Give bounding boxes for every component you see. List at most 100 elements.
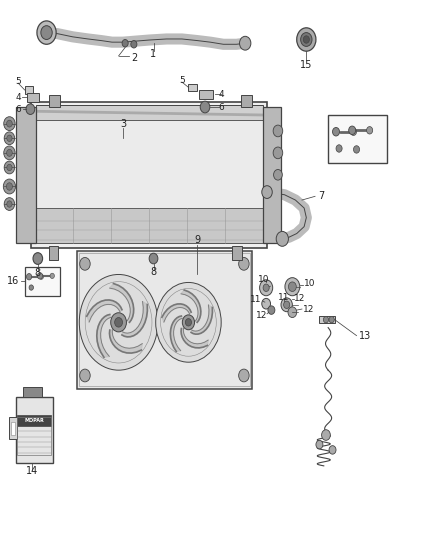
Circle shape	[274, 169, 283, 180]
Circle shape	[285, 278, 300, 296]
Circle shape	[262, 185, 272, 198]
Text: 4: 4	[219, 90, 224, 99]
Circle shape	[332, 127, 339, 136]
Circle shape	[4, 132, 14, 144]
Text: 10: 10	[258, 274, 270, 284]
Circle shape	[37, 273, 42, 279]
Circle shape	[26, 273, 32, 280]
Circle shape	[329, 317, 334, 323]
Polygon shape	[87, 300, 122, 322]
Bar	[35, 106, 263, 120]
Circle shape	[268, 306, 275, 314]
Bar	[319, 316, 335, 324]
Circle shape	[80, 369, 90, 382]
Circle shape	[239, 257, 249, 270]
Circle shape	[7, 183, 12, 190]
Text: 16: 16	[7, 276, 19, 286]
Circle shape	[300, 33, 312, 46]
Text: 9: 9	[194, 235, 200, 245]
Polygon shape	[122, 302, 147, 337]
Circle shape	[321, 430, 330, 440]
Bar	[10, 417, 17, 439]
Circle shape	[41, 26, 52, 39]
Bar	[241, 95, 252, 107]
Circle shape	[350, 128, 357, 135]
Text: 1: 1	[150, 49, 156, 59]
Text: 12: 12	[256, 311, 267, 320]
Text: 11: 11	[250, 295, 261, 304]
Bar	[25, 86, 33, 94]
Circle shape	[303, 36, 309, 43]
Text: 8: 8	[35, 269, 41, 278]
Circle shape	[29, 285, 33, 290]
Bar	[263, 107, 281, 243]
Circle shape	[7, 135, 12, 141]
Circle shape	[323, 317, 328, 323]
Bar	[11, 422, 15, 435]
Circle shape	[353, 146, 360, 153]
Bar	[16, 397, 53, 463]
Text: 5: 5	[179, 76, 185, 85]
Circle shape	[367, 126, 373, 134]
Bar	[79, 253, 250, 386]
Bar	[16, 107, 35, 243]
Bar	[17, 417, 51, 455]
Bar	[232, 246, 242, 260]
Circle shape	[260, 280, 273, 296]
Text: 7: 7	[318, 191, 325, 201]
Circle shape	[111, 313, 127, 332]
Circle shape	[4, 179, 15, 194]
Bar	[35, 208, 263, 243]
Circle shape	[263, 284, 269, 292]
Circle shape	[288, 307, 297, 318]
Bar	[49, 246, 58, 260]
Circle shape	[284, 301, 290, 309]
Circle shape	[79, 274, 158, 370]
Circle shape	[288, 282, 296, 292]
Circle shape	[7, 164, 12, 171]
Circle shape	[4, 146, 15, 160]
Bar	[17, 415, 51, 426]
Text: 12: 12	[294, 294, 305, 303]
Circle shape	[131, 41, 137, 48]
Circle shape	[281, 298, 292, 312]
Text: 6: 6	[218, 102, 224, 111]
Text: 11: 11	[278, 293, 290, 302]
Text: 6: 6	[15, 104, 21, 114]
Circle shape	[37, 21, 56, 44]
Polygon shape	[170, 316, 182, 351]
Circle shape	[39, 274, 43, 279]
Circle shape	[182, 315, 194, 330]
Text: 13: 13	[359, 330, 371, 341]
Circle shape	[240, 36, 251, 50]
Text: 3: 3	[120, 119, 126, 128]
Bar	[27, 93, 39, 102]
Bar	[77, 251, 252, 389]
Polygon shape	[110, 330, 142, 353]
Circle shape	[149, 253, 158, 264]
Bar	[188, 84, 197, 91]
Bar	[328, 115, 387, 163]
Circle shape	[7, 120, 12, 127]
Circle shape	[297, 28, 316, 51]
Bar	[35, 120, 263, 208]
Text: 15: 15	[300, 60, 312, 70]
Circle shape	[4, 161, 14, 174]
Circle shape	[7, 149, 12, 156]
Polygon shape	[162, 304, 191, 322]
Text: 5: 5	[15, 77, 21, 86]
Circle shape	[262, 298, 271, 309]
Polygon shape	[110, 284, 134, 322]
Circle shape	[200, 101, 210, 113]
Circle shape	[80, 257, 90, 270]
Text: 4: 4	[15, 93, 21, 102]
Polygon shape	[97, 314, 111, 357]
Text: 8: 8	[150, 268, 156, 277]
Circle shape	[273, 147, 283, 159]
Circle shape	[316, 440, 323, 449]
Circle shape	[4, 117, 15, 131]
Text: 2: 2	[132, 53, 138, 62]
Bar	[31, 102, 267, 248]
Polygon shape	[191, 305, 212, 334]
Circle shape	[155, 282, 221, 362]
